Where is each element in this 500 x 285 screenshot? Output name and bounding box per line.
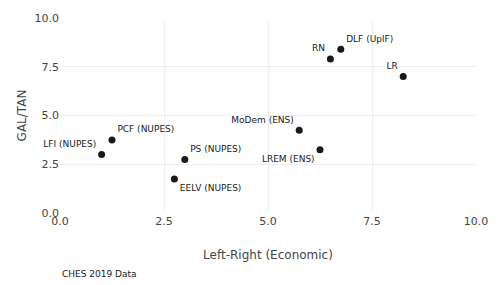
svg-text:CHES 2019 Data: CHES 2019 Data <box>62 269 137 279</box>
svg-text:5.0: 5.0 <box>42 109 60 122</box>
svg-text:5.0: 5.0 <box>259 215 277 228</box>
svg-text:PCF (NUPES): PCF (NUPES) <box>117 124 174 134</box>
svg-text:0.0: 0.0 <box>51 215 69 228</box>
svg-text:LREM (ENS): LREM (ENS) <box>262 154 315 164</box>
svg-text:PS (NUPES): PS (NUPES) <box>190 144 241 154</box>
svg-text:2.5: 2.5 <box>42 158 60 171</box>
svg-text:7.5: 7.5 <box>363 215 381 228</box>
svg-text:Left-Right (Economic): Left-Right (Economic) <box>203 248 333 262</box>
svg-text:7.5: 7.5 <box>42 61 60 74</box>
svg-text:10.0: 10.0 <box>35 12 60 25</box>
svg-text:MoDem (ENS): MoDem (ENS) <box>231 115 294 125</box>
svg-text:0.0: 0.0 <box>42 207 60 220</box>
svg-text:LFI (NUPES): LFI (NUPES) <box>43 139 96 149</box>
svg-text:DLF (UplF): DLF (UplF) <box>346 34 393 44</box>
svg-text:LR: LR <box>387 61 398 71</box>
svg-text:GAL/TAN: GAL/TAN <box>15 90 29 142</box>
svg-text:RN: RN <box>312 43 325 53</box>
svg-text:EELV (NUPES): EELV (NUPES) <box>180 183 242 193</box>
svg-text:2.5: 2.5 <box>155 215 173 228</box>
svg-text:10.0: 10.0 <box>464 215 489 228</box>
